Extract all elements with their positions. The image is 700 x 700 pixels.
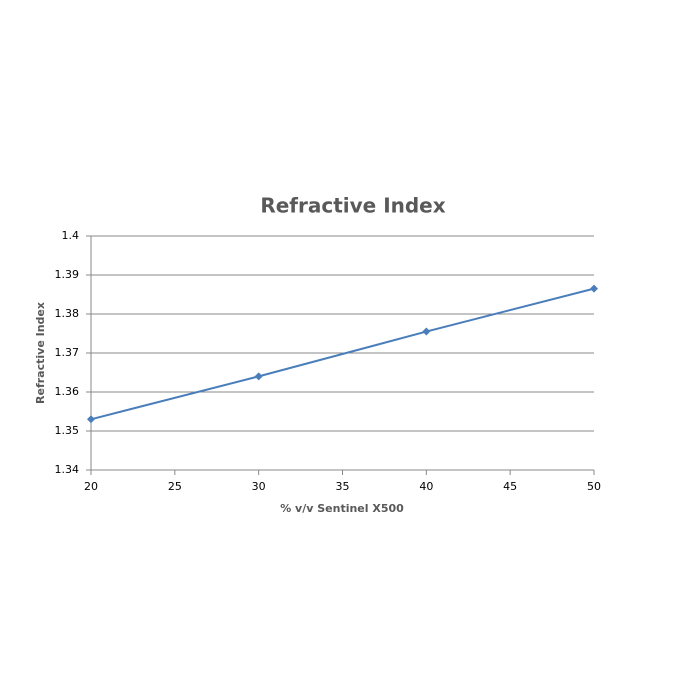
data-point [87,415,95,424]
y-tick-label: 1.4 [62,229,80,242]
x-tick-label: 50 [587,480,601,493]
chart-title: Refractive Index [260,194,445,218]
y-axis-label: Refractive Index [34,302,47,404]
x-tick-label: 35 [336,480,350,493]
y-tick-label: 1.35 [55,424,80,437]
x-tick-label: 45 [503,480,517,493]
data-point [590,284,598,293]
x-tick-label: 30 [252,480,266,493]
x-tick-label: 20 [84,480,98,493]
x-axis-label: % v/v Sentinel X500 [280,502,404,515]
y-tick-label: 1.36 [55,385,80,398]
data-point [254,372,263,381]
y-tick-label: 1.38 [55,307,80,320]
x-tick-label: 25 [168,480,182,493]
y-tick-label: 1.37 [55,346,80,359]
y-tick-label: 1.34 [55,463,80,476]
y-tick-label: 1.39 [55,268,80,281]
x-tick-label: 40 [419,480,433,493]
data-line [90,287,595,421]
data-point [422,327,431,336]
